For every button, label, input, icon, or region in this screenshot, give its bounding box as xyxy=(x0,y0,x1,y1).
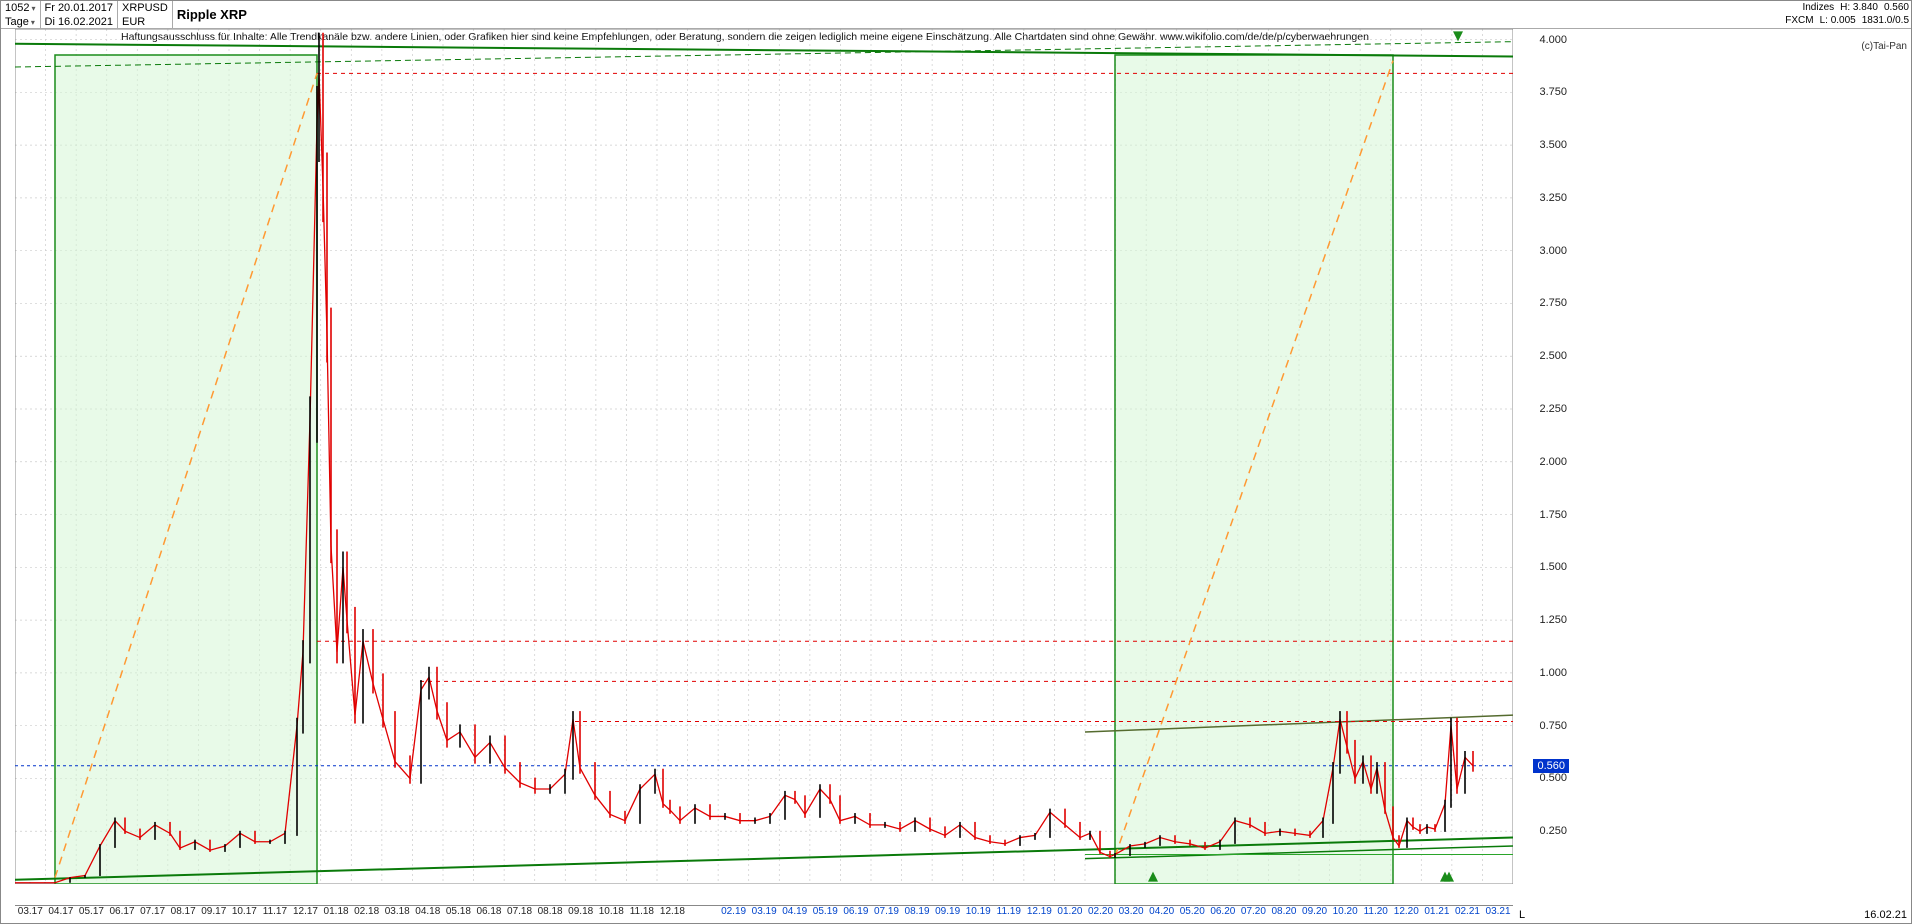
y-tick-label: 3.250 xyxy=(1539,192,1567,204)
x-tick-label: 05.20 xyxy=(1177,906,1208,921)
x-tick-label: 02.18 xyxy=(351,906,382,921)
y-tick-label: 3.500 xyxy=(1539,139,1567,151)
source-label: FXCM xyxy=(1785,14,1813,27)
code-dropdown[interactable]: 1052 xyxy=(1,1,41,15)
mode-dropdown[interactable]: Tage xyxy=(1,15,41,29)
x-tick-label: 11.18 xyxy=(627,906,658,921)
y-tick-label: 0.750 xyxy=(1539,720,1567,732)
y-tick-label: 3.000 xyxy=(1539,245,1567,257)
x-tick-label: 03.20 xyxy=(1116,906,1147,921)
y-tick-label: 1.250 xyxy=(1539,614,1567,626)
x-tick-label: 06.18 xyxy=(474,906,505,921)
high-value: H: 3.840 xyxy=(1840,1,1878,14)
y-tick-label: 0.250 xyxy=(1539,825,1567,837)
x-tick-label: 07.17 xyxy=(137,906,168,921)
chart-title: Ripple XRP xyxy=(173,1,251,29)
currency-label: EUR xyxy=(118,15,173,29)
x-tick-label: 03.18 xyxy=(382,906,413,921)
y-tick-label: 4.000 xyxy=(1539,34,1567,46)
low-value: L: 0.005 xyxy=(1820,14,1856,27)
y-tick-label: 2.250 xyxy=(1539,403,1567,415)
x-tick-label: 08.20 xyxy=(1269,906,1300,921)
x-tick-label: 03.19 xyxy=(749,906,780,921)
x-tick-label: 09.19 xyxy=(932,906,963,921)
x-tick-label: 10.18 xyxy=(596,906,627,921)
x-tick-label: 09.20 xyxy=(1299,906,1330,921)
x-tick-label: 09.17 xyxy=(198,906,229,921)
y-tick-label: 1.500 xyxy=(1539,561,1567,573)
price-chart[interactable] xyxy=(15,29,1513,899)
x-tick-label: 10.17 xyxy=(229,906,260,921)
session-value: 1831.0/0.5 xyxy=(1862,14,1909,27)
x-tick-label: 04.19 xyxy=(779,906,810,921)
y-tick-label: 1.750 xyxy=(1539,509,1567,521)
x-tick-label: 10.20 xyxy=(1330,906,1361,921)
symbol-label: XRPUSD xyxy=(118,1,173,15)
x-tick-label: 02.19 xyxy=(718,906,749,921)
x-tick-label: 08.18 xyxy=(535,906,566,921)
y-tick-label: 2.500 xyxy=(1539,350,1567,362)
y-tick-label: 2.750 xyxy=(1539,297,1567,309)
current-price-tag: 0.560 xyxy=(1533,759,1569,773)
x-tick-label: 03.21 xyxy=(1483,906,1514,921)
x-tick-label: 10.19 xyxy=(963,906,994,921)
x-tick-label: 05.17 xyxy=(76,906,107,921)
copyright-label: (c)Tai-Pan xyxy=(1861,41,1907,52)
x-tick-label: 04.17 xyxy=(46,906,77,921)
top-toolbar: 1052 Tage Fr 20.01.2017 Di 16.02.2021 XR… xyxy=(1,1,1911,29)
x-tick-label: 09.18 xyxy=(565,906,596,921)
x-tick-label: 04.20 xyxy=(1146,906,1177,921)
y-tick-label: 3.750 xyxy=(1539,86,1567,98)
x-tick-label: 12.20 xyxy=(1391,906,1422,921)
indizes-label: Indizes xyxy=(1802,1,1834,14)
x-tick-label xyxy=(688,906,719,921)
x-tick-label: 02.21 xyxy=(1452,906,1483,921)
x-tick-label: 07.20 xyxy=(1238,906,1269,921)
x-tick-label: 07.19 xyxy=(871,906,902,921)
price-value: 0.560 xyxy=(1884,1,1909,14)
x-tick-label: 01.18 xyxy=(321,906,352,921)
y-axis: 0.250 0.500 0.750 1.000 1.250 1.500 1.750 2.000… xyxy=(1513,29,1569,899)
x-tick-label: 06.20 xyxy=(1208,906,1239,921)
corner-l: L xyxy=(1519,909,1525,921)
x-tick-label: 11.20 xyxy=(1360,906,1391,921)
x-tick-label: 03.17 xyxy=(15,906,46,921)
x-axis: 03.1704.1705.1706.1707.1708.1709.1710.17… xyxy=(15,905,1513,921)
x-tick-label: 11.19 xyxy=(994,906,1025,921)
x-tick-label: 08.19 xyxy=(902,906,933,921)
x-tick-label: 06.17 xyxy=(107,906,138,921)
y-tick-label: 1.000 xyxy=(1539,667,1567,679)
x-tick-label: 04.18 xyxy=(413,906,444,921)
chart-window: 1052 Tage Fr 20.01.2017 Di 16.02.2021 XR… xyxy=(0,0,1912,924)
header-stats: Indizes H: 3.840 0.560 FXCM L: 0.005 183… xyxy=(1785,1,1909,27)
x-tick-label: 12.19 xyxy=(1024,906,1055,921)
date-from[interactable]: Fr 20.01.2017 xyxy=(41,1,119,15)
x-tick-label: 07.18 xyxy=(504,906,535,921)
date-to[interactable]: Di 16.02.2021 xyxy=(41,15,119,29)
corner-date: 16.02.21 xyxy=(1864,909,1907,921)
x-tick-label: 01.21 xyxy=(1422,906,1453,921)
x-tick-label: 08.17 xyxy=(168,906,199,921)
x-tick-label: 05.18 xyxy=(443,906,474,921)
x-tick-label: 12.18 xyxy=(657,906,688,921)
x-tick-label: 06.19 xyxy=(841,906,872,921)
x-tick-label: 05.19 xyxy=(810,906,841,921)
x-tick-label: 01.20 xyxy=(1055,906,1086,921)
y-tick-label: 0.500 xyxy=(1539,772,1567,784)
x-tick-label: 12.17 xyxy=(290,906,321,921)
x-tick-label: 02.20 xyxy=(1085,906,1116,921)
y-tick-label: 2.000 xyxy=(1539,456,1567,468)
x-tick-label: 11.17 xyxy=(260,906,291,921)
